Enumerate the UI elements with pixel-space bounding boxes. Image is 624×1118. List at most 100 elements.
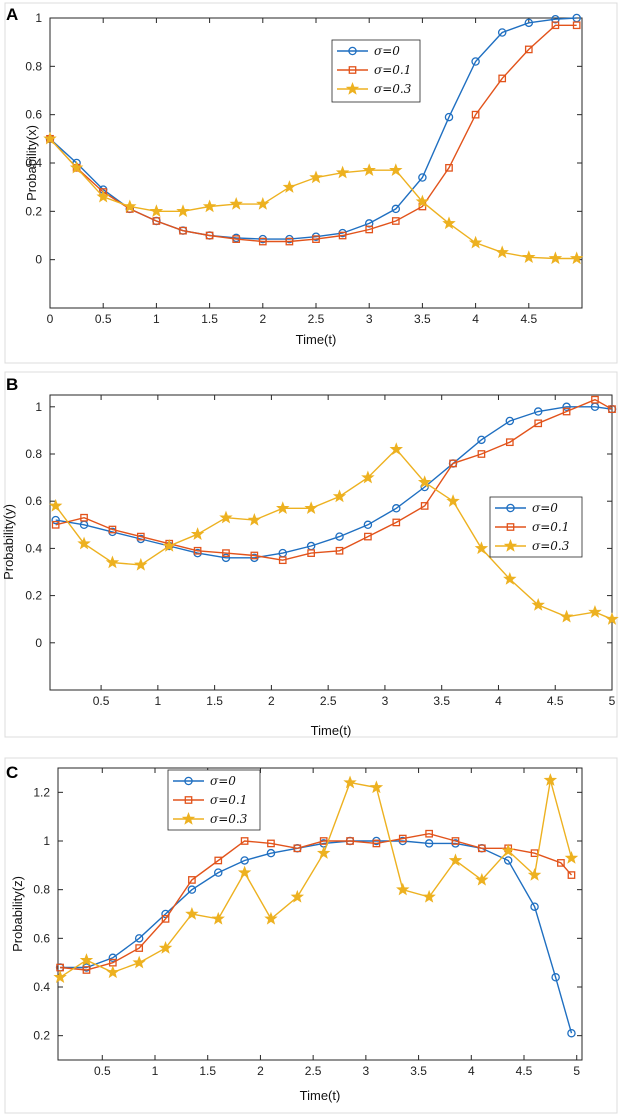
legend-marker xyxy=(184,776,193,786)
data-point xyxy=(307,549,315,557)
data-point xyxy=(48,498,63,512)
data-point xyxy=(591,395,599,404)
data-point xyxy=(79,953,94,966)
y-axis-label: Probability(x) xyxy=(24,125,39,201)
data-point xyxy=(422,889,436,903)
data-point xyxy=(108,953,118,963)
data-point xyxy=(190,527,205,540)
data-point xyxy=(448,853,463,867)
data-point xyxy=(267,839,275,848)
x-tick-label: 4 xyxy=(468,1064,475,1078)
data-point xyxy=(417,475,432,489)
y-tick-label: 0.8 xyxy=(33,883,50,897)
data-point xyxy=(188,876,196,884)
x-tick-label: 3 xyxy=(382,694,389,708)
data-point xyxy=(392,518,401,527)
data-point xyxy=(134,557,148,571)
data-point xyxy=(389,442,403,455)
x-tick-label: 4.5 xyxy=(520,312,537,326)
data-point xyxy=(221,553,231,563)
data-point xyxy=(415,194,430,208)
legend-label: σ=0.3 xyxy=(374,82,412,96)
data-point xyxy=(205,231,214,240)
legend-label: σ=0.1 xyxy=(374,63,411,77)
data-point xyxy=(530,902,539,911)
data-point xyxy=(495,245,509,259)
data-point xyxy=(214,856,223,865)
data-point xyxy=(505,416,515,426)
x-tick-label: 0.5 xyxy=(93,694,110,708)
data-point xyxy=(247,513,262,526)
series-2 xyxy=(48,442,619,625)
x-tick-label: 3 xyxy=(366,312,373,326)
data-point xyxy=(346,837,354,845)
data-point xyxy=(132,955,146,969)
data-point xyxy=(372,839,381,848)
x-axis-label: Time(t) xyxy=(296,332,337,347)
y-tick-label: 0.2 xyxy=(25,589,42,603)
data-point xyxy=(185,906,199,920)
data-point xyxy=(477,450,486,458)
data-point xyxy=(293,844,302,853)
data-point xyxy=(531,597,545,611)
data-point xyxy=(569,251,584,265)
data-point xyxy=(442,216,456,230)
x-tick-label: 5 xyxy=(609,694,616,708)
data-point xyxy=(229,197,243,210)
data-point xyxy=(559,609,574,623)
data-point xyxy=(53,970,67,983)
data-point xyxy=(501,843,515,857)
data-point xyxy=(445,163,453,172)
data-point xyxy=(364,219,374,228)
x-tick-label: 1.5 xyxy=(199,1064,216,1078)
data-point xyxy=(391,217,400,225)
data-point xyxy=(278,556,287,565)
data-point xyxy=(319,837,328,845)
series-line xyxy=(55,398,613,561)
panel-label: A xyxy=(6,5,18,24)
data-point xyxy=(105,555,120,569)
data-point xyxy=(214,868,223,877)
legend: σ=0 σ=0.1 σ=0.3 xyxy=(489,496,583,558)
legend-label: σ=0 xyxy=(532,501,558,515)
data-point xyxy=(290,889,305,903)
y-tick-label: 0.8 xyxy=(25,447,42,461)
legend-marker xyxy=(506,503,515,513)
panel-label: B xyxy=(6,375,18,394)
x-tick-label: 4 xyxy=(495,694,502,708)
panel-label: C xyxy=(6,763,18,782)
legend: σ=0 σ=0.1 σ=0.3 xyxy=(331,39,421,103)
x-tick-label: 0.5 xyxy=(95,312,112,326)
data-point xyxy=(158,941,173,954)
y-axis-label: Probability(z) xyxy=(10,876,25,952)
data-point xyxy=(179,226,187,235)
x-tick-label: 3.5 xyxy=(410,1064,427,1078)
y-tick-label: 0.6 xyxy=(33,931,50,945)
legend-marker xyxy=(348,66,357,74)
data-point xyxy=(51,520,60,529)
series-2 xyxy=(43,131,584,265)
data-point xyxy=(425,829,433,838)
data-point xyxy=(80,513,88,522)
x-tick-label: 1 xyxy=(153,312,160,326)
data-point xyxy=(572,21,581,30)
y-tick-label: 0 xyxy=(35,636,42,650)
y-tick-label: 0.4 xyxy=(25,156,42,170)
data-point xyxy=(282,180,297,193)
data-point xyxy=(444,112,454,122)
data-point xyxy=(219,510,233,524)
data-point xyxy=(96,189,110,203)
data-point xyxy=(240,856,249,865)
x-tick-label: 2 xyxy=(259,312,266,326)
data-point xyxy=(161,915,170,923)
data-point xyxy=(389,163,403,176)
data-point xyxy=(316,846,331,859)
data-point xyxy=(471,57,480,66)
data-point xyxy=(176,204,190,218)
legend-label: σ=0 xyxy=(210,774,236,788)
x-tick-label: 2.5 xyxy=(320,694,337,708)
data-point xyxy=(396,882,410,896)
data-point xyxy=(123,199,137,213)
legend-marker xyxy=(348,46,357,56)
data-point xyxy=(304,501,318,514)
